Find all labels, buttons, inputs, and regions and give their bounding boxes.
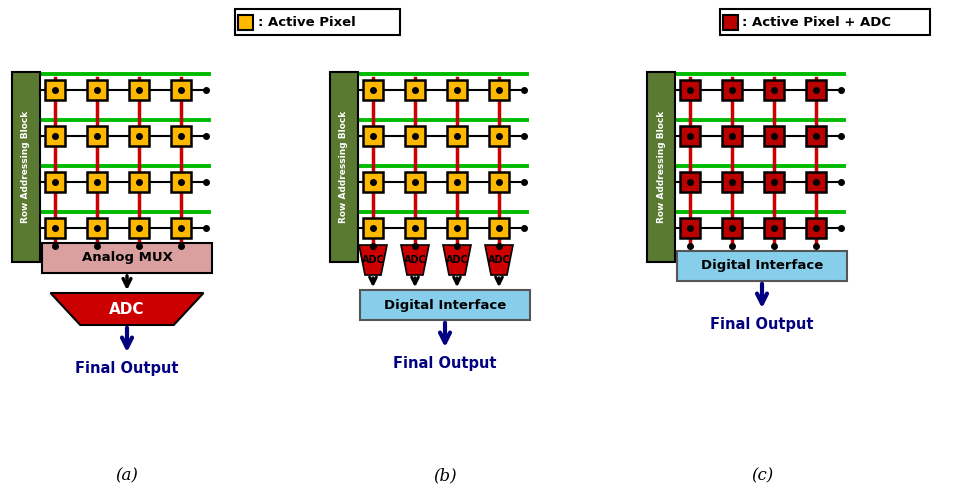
FancyBboxPatch shape	[129, 218, 149, 238]
FancyBboxPatch shape	[447, 126, 467, 146]
Text: Row Addressing Block: Row Addressing Block	[21, 111, 31, 223]
FancyBboxPatch shape	[447, 172, 467, 192]
FancyBboxPatch shape	[680, 218, 700, 238]
FancyBboxPatch shape	[489, 172, 509, 192]
FancyBboxPatch shape	[680, 80, 700, 100]
Text: (c): (c)	[751, 467, 773, 484]
FancyBboxPatch shape	[330, 72, 358, 262]
Text: : Active Pixel: : Active Pixel	[258, 16, 355, 29]
Polygon shape	[443, 245, 471, 275]
FancyBboxPatch shape	[87, 172, 107, 192]
FancyBboxPatch shape	[447, 80, 467, 100]
FancyBboxPatch shape	[45, 80, 65, 100]
FancyBboxPatch shape	[722, 126, 742, 146]
FancyBboxPatch shape	[677, 251, 847, 281]
FancyBboxPatch shape	[806, 172, 826, 192]
FancyBboxPatch shape	[405, 172, 425, 192]
FancyBboxPatch shape	[722, 80, 742, 100]
FancyBboxPatch shape	[764, 80, 784, 100]
FancyBboxPatch shape	[129, 80, 149, 100]
FancyBboxPatch shape	[806, 126, 826, 146]
Text: Digital Interface: Digital Interface	[701, 259, 823, 273]
FancyBboxPatch shape	[806, 218, 826, 238]
FancyBboxPatch shape	[42, 243, 212, 273]
FancyBboxPatch shape	[171, 126, 191, 146]
Text: ADC: ADC	[361, 255, 384, 265]
FancyBboxPatch shape	[45, 126, 65, 146]
FancyBboxPatch shape	[129, 126, 149, 146]
FancyBboxPatch shape	[45, 172, 65, 192]
FancyBboxPatch shape	[171, 80, 191, 100]
Text: Row Addressing Block: Row Addressing Block	[339, 111, 349, 223]
FancyBboxPatch shape	[45, 218, 65, 238]
Polygon shape	[359, 245, 387, 275]
Text: ADC: ADC	[404, 255, 426, 265]
FancyBboxPatch shape	[489, 80, 509, 100]
FancyBboxPatch shape	[764, 172, 784, 192]
Polygon shape	[401, 245, 429, 275]
FancyBboxPatch shape	[171, 172, 191, 192]
FancyBboxPatch shape	[363, 80, 383, 100]
Polygon shape	[485, 245, 513, 275]
FancyBboxPatch shape	[405, 126, 425, 146]
FancyBboxPatch shape	[238, 14, 252, 30]
FancyBboxPatch shape	[87, 80, 107, 100]
FancyBboxPatch shape	[405, 80, 425, 100]
FancyBboxPatch shape	[360, 290, 530, 320]
Text: Analog MUX: Analog MUX	[81, 251, 173, 265]
FancyBboxPatch shape	[722, 172, 742, 192]
FancyBboxPatch shape	[235, 9, 400, 35]
Text: ADC: ADC	[445, 255, 469, 265]
FancyBboxPatch shape	[489, 126, 509, 146]
Text: Row Addressing Block: Row Addressing Block	[657, 111, 666, 223]
FancyBboxPatch shape	[87, 126, 107, 146]
FancyBboxPatch shape	[87, 218, 107, 238]
Text: (b): (b)	[433, 467, 457, 484]
FancyBboxPatch shape	[720, 9, 930, 35]
Text: Digital Interface: Digital Interface	[384, 299, 506, 311]
FancyBboxPatch shape	[447, 218, 467, 238]
FancyBboxPatch shape	[405, 218, 425, 238]
Text: Final Output: Final Output	[75, 361, 179, 376]
Text: Final Output: Final Output	[393, 356, 497, 371]
FancyBboxPatch shape	[764, 126, 784, 146]
FancyBboxPatch shape	[363, 218, 383, 238]
FancyBboxPatch shape	[722, 218, 742, 238]
FancyBboxPatch shape	[129, 172, 149, 192]
Text: ADC: ADC	[488, 255, 510, 265]
Text: Final Output: Final Output	[710, 317, 813, 332]
FancyBboxPatch shape	[680, 172, 700, 192]
FancyBboxPatch shape	[647, 72, 675, 262]
FancyBboxPatch shape	[363, 172, 383, 192]
Text: : Active Pixel + ADC: : Active Pixel + ADC	[743, 16, 892, 29]
FancyBboxPatch shape	[171, 218, 191, 238]
Text: ADC: ADC	[109, 302, 145, 316]
Polygon shape	[50, 293, 204, 325]
FancyBboxPatch shape	[12, 72, 40, 262]
FancyBboxPatch shape	[764, 218, 784, 238]
FancyBboxPatch shape	[806, 80, 826, 100]
Text: (a): (a)	[116, 467, 138, 484]
FancyBboxPatch shape	[723, 14, 737, 30]
FancyBboxPatch shape	[680, 126, 700, 146]
FancyBboxPatch shape	[489, 218, 509, 238]
FancyBboxPatch shape	[363, 126, 383, 146]
